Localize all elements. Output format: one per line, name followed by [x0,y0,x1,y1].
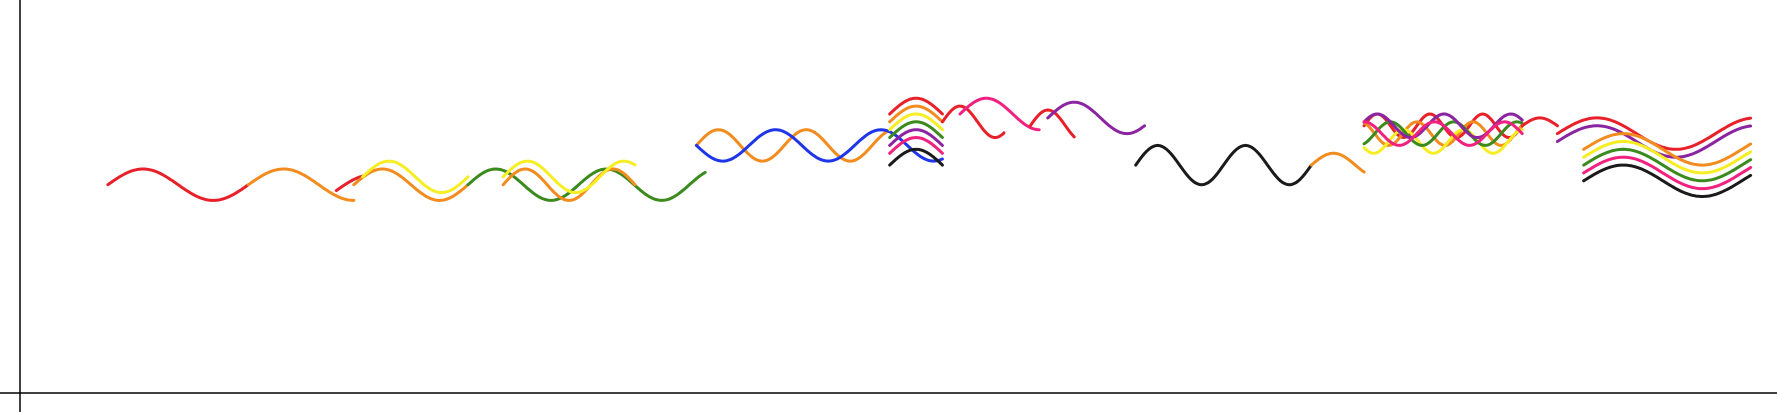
series-line-22 [1311,153,1364,172]
series-layer [108,98,1751,200]
series-line-29 [1522,118,1557,126]
series-line-1 [248,169,353,200]
series-line-7 [503,161,635,193]
series-line-21 [1136,145,1312,184]
series-line-2 [336,176,362,191]
series-line-8 [696,130,889,161]
series-line-20 [1048,102,1145,133]
series-line-17 [942,106,1004,137]
series-line-0 [108,169,249,200]
